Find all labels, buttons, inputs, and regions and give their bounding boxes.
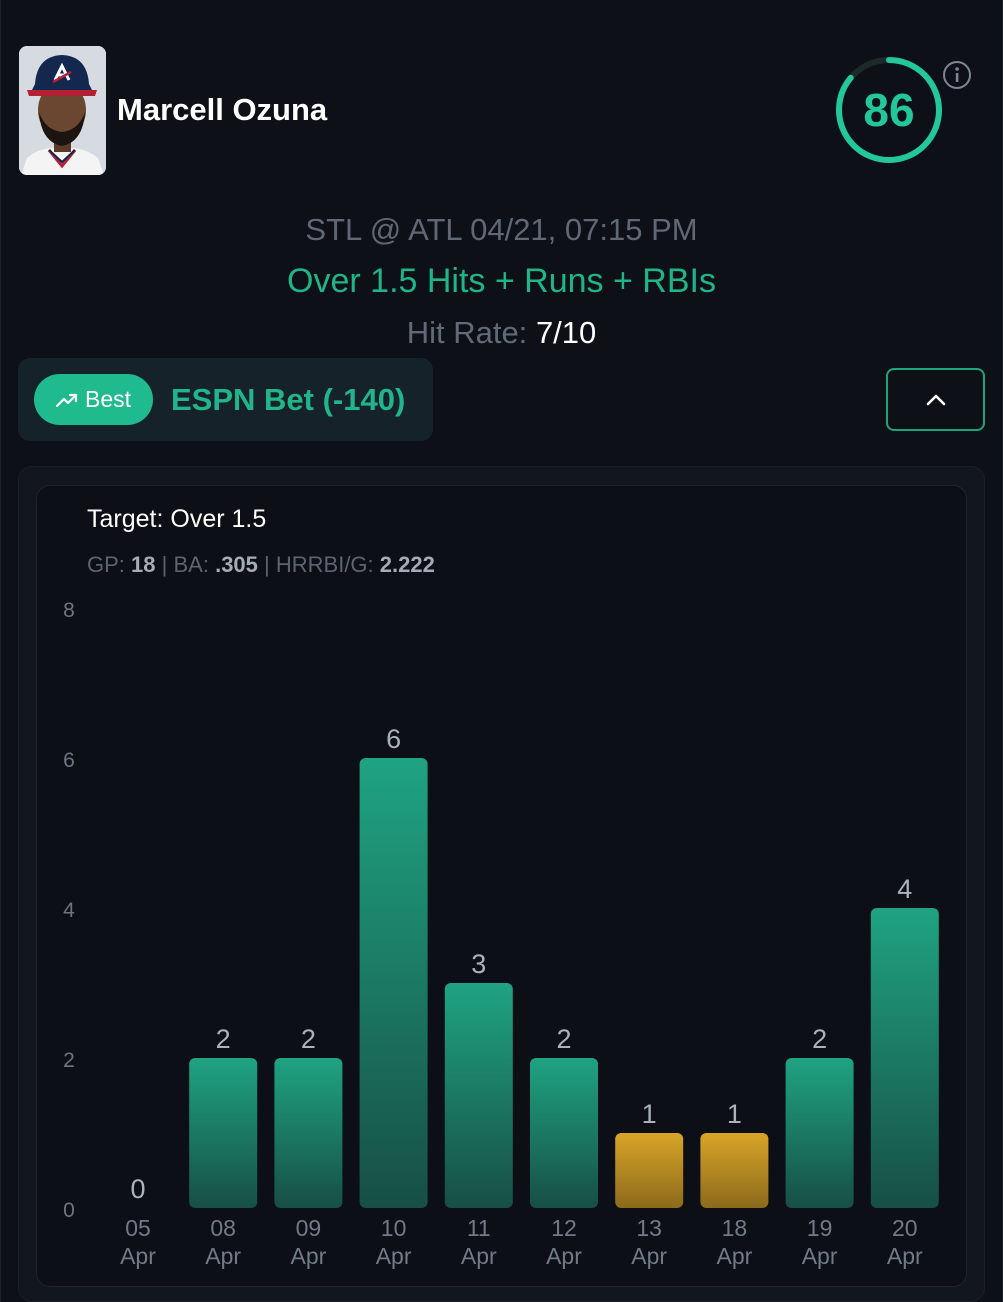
x-tick-month: Apr [802, 1243, 838, 1269]
y-tick-label: 0 [63, 1199, 75, 1222]
collapse-button[interactable] [886, 368, 985, 431]
bar [530, 1058, 598, 1208]
x-tick-day: 05 [125, 1215, 151, 1241]
gp-label: GP: [87, 552, 125, 577]
x-tick-day: 13 [636, 1215, 662, 1241]
x-tick-day: 09 [296, 1215, 322, 1241]
best-badge: Best [34, 374, 153, 425]
stats-separator: | [264, 552, 270, 577]
hit-rate: Hit Rate: 7/10 [0, 315, 1003, 351]
hrrbi-label: HRRBI/G: [275, 552, 374, 577]
bar-value-label: 2 [556, 1024, 571, 1054]
season-stats: GP: 18 | BA: .305 | HRRBI/G: 2.222 [87, 552, 435, 578]
bar [785, 1058, 854, 1208]
bar-value-label: 4 [897, 874, 912, 904]
stats-separator: | [161, 552, 168, 577]
game-matchup: STL @ ATL 04/21, 07:15 PM [305, 212, 698, 247]
hrrbi-value: 2.222 [379, 552, 435, 577]
bar-value-label: 6 [386, 724, 401, 754]
x-tick-month: Apr [887, 1243, 923, 1269]
x-tick-month: Apr [546, 1243, 582, 1269]
gp-value: 18 [131, 552, 156, 577]
hit-rate-value: 7/10 [535, 315, 597, 350]
y-tick-label: 8 [63, 599, 75, 622]
player-avatar [19, 46, 106, 175]
x-tick-day: 11 [467, 1215, 491, 1241]
ba-value: .305 [215, 552, 258, 577]
y-tick-label: 4 [63, 899, 75, 922]
bar-value-label: 3 [471, 949, 486, 979]
chevron-up-icon [926, 394, 946, 406]
bar [274, 1058, 343, 1208]
player-name: Marcell Ozuna [117, 92, 328, 127]
x-tick-month: Apr [717, 1243, 753, 1269]
bar-value-label: 1 [642, 1099, 657, 1129]
prop-line: Over 1.5 Hits + Runs + RBIs [287, 262, 716, 300]
x-tick-month: Apr [291, 1243, 327, 1269]
y-tick-label: 2 [63, 1049, 75, 1072]
bar [700, 1133, 769, 1208]
x-tick-day: 10 [381, 1215, 407, 1241]
bar-value-label: 2 [216, 1024, 231, 1054]
x-tick-month: Apr [205, 1243, 241, 1269]
bar [615, 1133, 684, 1208]
best-book-row[interactable]: Best ESPN Bet (-140) [18, 358, 433, 441]
x-tick-day: 08 [210, 1215, 236, 1241]
confidence-score-ring: 86 [835, 56, 943, 164]
bar-value-label: 2 [812, 1024, 827, 1054]
y-tick-label: 6 [63, 749, 75, 772]
bar-value-label: 2 [301, 1024, 316, 1054]
confidence-score: 86 [863, 84, 915, 136]
best-badge-label: Best [84, 386, 132, 412]
bar [189, 1058, 258, 1208]
sportsbook-odds: ESPN Bet (-140) [171, 382, 406, 417]
hit-rate-label: Hit Rate: [406, 315, 528, 350]
ba-label: BA: [173, 552, 209, 577]
x-tick-day: 12 [551, 1215, 577, 1241]
bar-value-label: 1 [727, 1099, 742, 1129]
bar [870, 908, 939, 1208]
bar-value-label: 0 [130, 1174, 145, 1204]
x-tick-month: Apr [461, 1243, 497, 1269]
bar [359, 758, 428, 1208]
info-icon[interactable] [942, 60, 972, 90]
target-line: Target: Over 1.5 [87, 505, 267, 533]
bar [444, 983, 513, 1208]
x-tick-month: Apr [120, 1243, 156, 1269]
x-tick-day: 20 [892, 1215, 918, 1241]
trending-up-icon [55, 393, 78, 407]
x-tick-day: 18 [722, 1215, 748, 1241]
x-tick-month: Apr [631, 1243, 667, 1269]
x-tick-day: 19 [807, 1215, 833, 1241]
x-tick-month: Apr [376, 1243, 412, 1269]
